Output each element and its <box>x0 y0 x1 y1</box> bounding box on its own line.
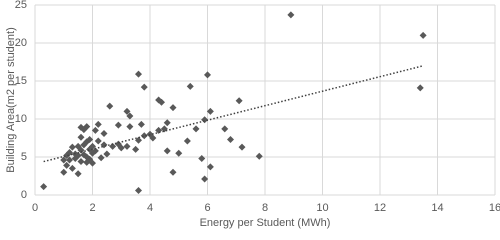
point <box>135 186 142 194</box>
point <box>89 142 96 150</box>
point <box>126 112 134 120</box>
point <box>60 156 68 164</box>
point <box>97 154 105 162</box>
point <box>192 125 200 133</box>
point <box>255 152 263 160</box>
x-tick-label: 0 <box>32 202 38 214</box>
point <box>201 175 209 183</box>
point <box>169 104 177 112</box>
point <box>140 83 148 91</box>
point <box>175 149 183 157</box>
point <box>117 144 125 152</box>
point <box>77 158 85 166</box>
point <box>416 84 424 92</box>
point <box>91 126 99 134</box>
x-axis-title: Energy per Student (MWh) <box>200 217 331 229</box>
point <box>227 136 234 144</box>
point <box>77 133 85 141</box>
x-tick-label: 16 <box>489 202 500 214</box>
point <box>74 170 82 178</box>
point <box>123 107 131 115</box>
point <box>103 150 111 158</box>
x-tick-label: 10 <box>316 202 328 214</box>
point <box>204 71 211 79</box>
y-tick-label: 0 <box>21 189 27 201</box>
x-tick-label: 4 <box>147 202 153 214</box>
point <box>158 98 165 106</box>
point <box>114 121 122 129</box>
point <box>68 143 76 151</box>
point <box>77 146 85 154</box>
y-axis-title: Building Area(m2 per student) <box>5 27 17 173</box>
point <box>160 125 168 133</box>
point <box>74 151 82 159</box>
point <box>77 123 85 131</box>
x-tick-label: 14 <box>431 202 443 214</box>
point <box>221 125 229 133</box>
point <box>109 142 117 150</box>
point <box>169 168 177 176</box>
point <box>94 137 102 145</box>
point <box>126 123 134 131</box>
x-tick-label: 12 <box>374 202 386 214</box>
trendline <box>43 65 424 163</box>
point <box>86 136 94 144</box>
point <box>163 147 171 155</box>
point <box>89 149 96 157</box>
point <box>235 97 243 105</box>
x-tick-label: 8 <box>262 202 268 214</box>
point <box>63 161 71 169</box>
y-tick-label: 10 <box>15 113 27 125</box>
point <box>287 11 295 19</box>
point <box>149 134 157 142</box>
point <box>135 70 142 78</box>
point <box>83 123 91 131</box>
point <box>140 132 148 140</box>
point <box>163 119 171 127</box>
point <box>63 151 71 159</box>
point <box>86 155 94 163</box>
chart: Energy per Student (MWh) Building Area(m… <box>5 0 500 229</box>
point <box>206 163 214 171</box>
point <box>198 155 206 163</box>
y-tick-label: 5 <box>21 151 27 163</box>
point <box>100 129 108 137</box>
y-tick-label: 20 <box>15 37 27 49</box>
x-tick-label: 6 <box>204 202 210 214</box>
point <box>106 102 114 110</box>
point <box>201 116 209 124</box>
point <box>94 120 102 128</box>
point <box>206 107 214 115</box>
point <box>66 156 73 164</box>
point <box>137 120 145 128</box>
point <box>186 82 194 90</box>
point <box>68 164 76 172</box>
x-tick-label: 2 <box>89 202 95 214</box>
point <box>123 142 131 150</box>
point <box>60 168 68 176</box>
point <box>132 145 140 153</box>
y-tick-label: 25 <box>15 0 27 11</box>
point <box>40 183 48 191</box>
point <box>419 31 427 39</box>
point <box>238 143 246 151</box>
y-tick-label: 15 <box>15 75 27 87</box>
point <box>183 137 191 145</box>
